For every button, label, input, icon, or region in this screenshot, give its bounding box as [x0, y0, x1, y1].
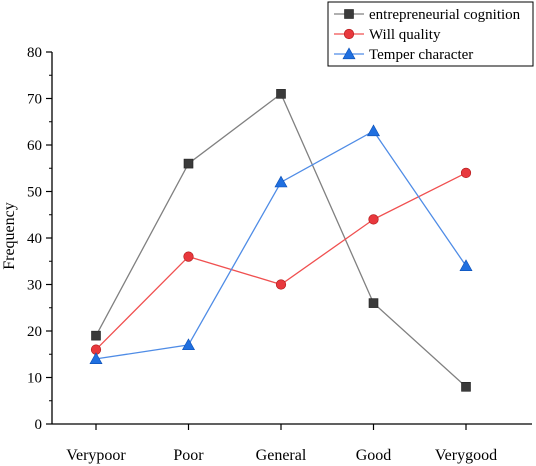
y-tick-label: 40 — [27, 231, 42, 247]
data-point-circle — [460, 167, 472, 178]
data-point-circle — [183, 251, 194, 262]
chart-axes — [51, 52, 532, 425]
y-tick-label: 50 — [27, 185, 42, 201]
y-tick-label: 70 — [27, 92, 42, 108]
data-point-circle — [368, 214, 379, 225]
chart-series — [89, 89, 473, 392]
legend-label: Will quality — [369, 27, 441, 43]
y-tick-label: 0 — [35, 417, 43, 433]
x-tick-label: General — [256, 447, 307, 464]
data-point-triangle — [342, 47, 356, 60]
data-point-square — [461, 381, 471, 392]
y-tick-label: 60 — [27, 138, 42, 154]
x-axis-ticks: Verypoor Poor General Good Verygood — [66, 424, 497, 464]
data-point-square — [183, 158, 194, 169]
data-point-triangle — [89, 352, 103, 365]
data-point-square — [344, 9, 354, 19]
data-point-square — [276, 89, 286, 99]
x-tick-label: Verypoor — [66, 447, 126, 464]
data-point-triangle — [366, 124, 381, 137]
data-point-circle — [275, 279, 287, 290]
y-axis-label: Frequency — [1, 202, 18, 270]
x-tick-label: Verygood — [435, 447, 497, 464]
legend-label: entrepreneurial cognition — [369, 7, 521, 23]
x-tick-label: Poor — [173, 447, 204, 464]
data-point-triangle — [274, 175, 288, 188]
data-point-triangle — [459, 259, 473, 272]
y-tick-label: 80 — [27, 45, 42, 61]
data-point-square — [368, 298, 379, 308]
y-tick-label: 10 — [27, 371, 42, 387]
y-tick-label: 20 — [27, 324, 42, 340]
legend: entrepreneurial cognition Will quality Tem… — [327, 1, 534, 67]
series-group — [91, 89, 471, 392]
y-axis-ticks: 0 10 20 30 40 50 60 70 80 — [27, 45, 52, 433]
series-line — [95, 172, 467, 351]
data-point-circle — [343, 28, 355, 40]
series-group — [90, 167, 472, 355]
legend-label: Temper character — [369, 47, 473, 63]
data-point-square — [91, 330, 101, 341]
x-tick-label: Good — [356, 447, 392, 464]
data-point-triangle — [181, 338, 196, 351]
series-line — [95, 92, 467, 388]
series-line — [95, 130, 467, 360]
y-tick-label: 30 — [27, 278, 42, 294]
series-group — [89, 124, 473, 365]
